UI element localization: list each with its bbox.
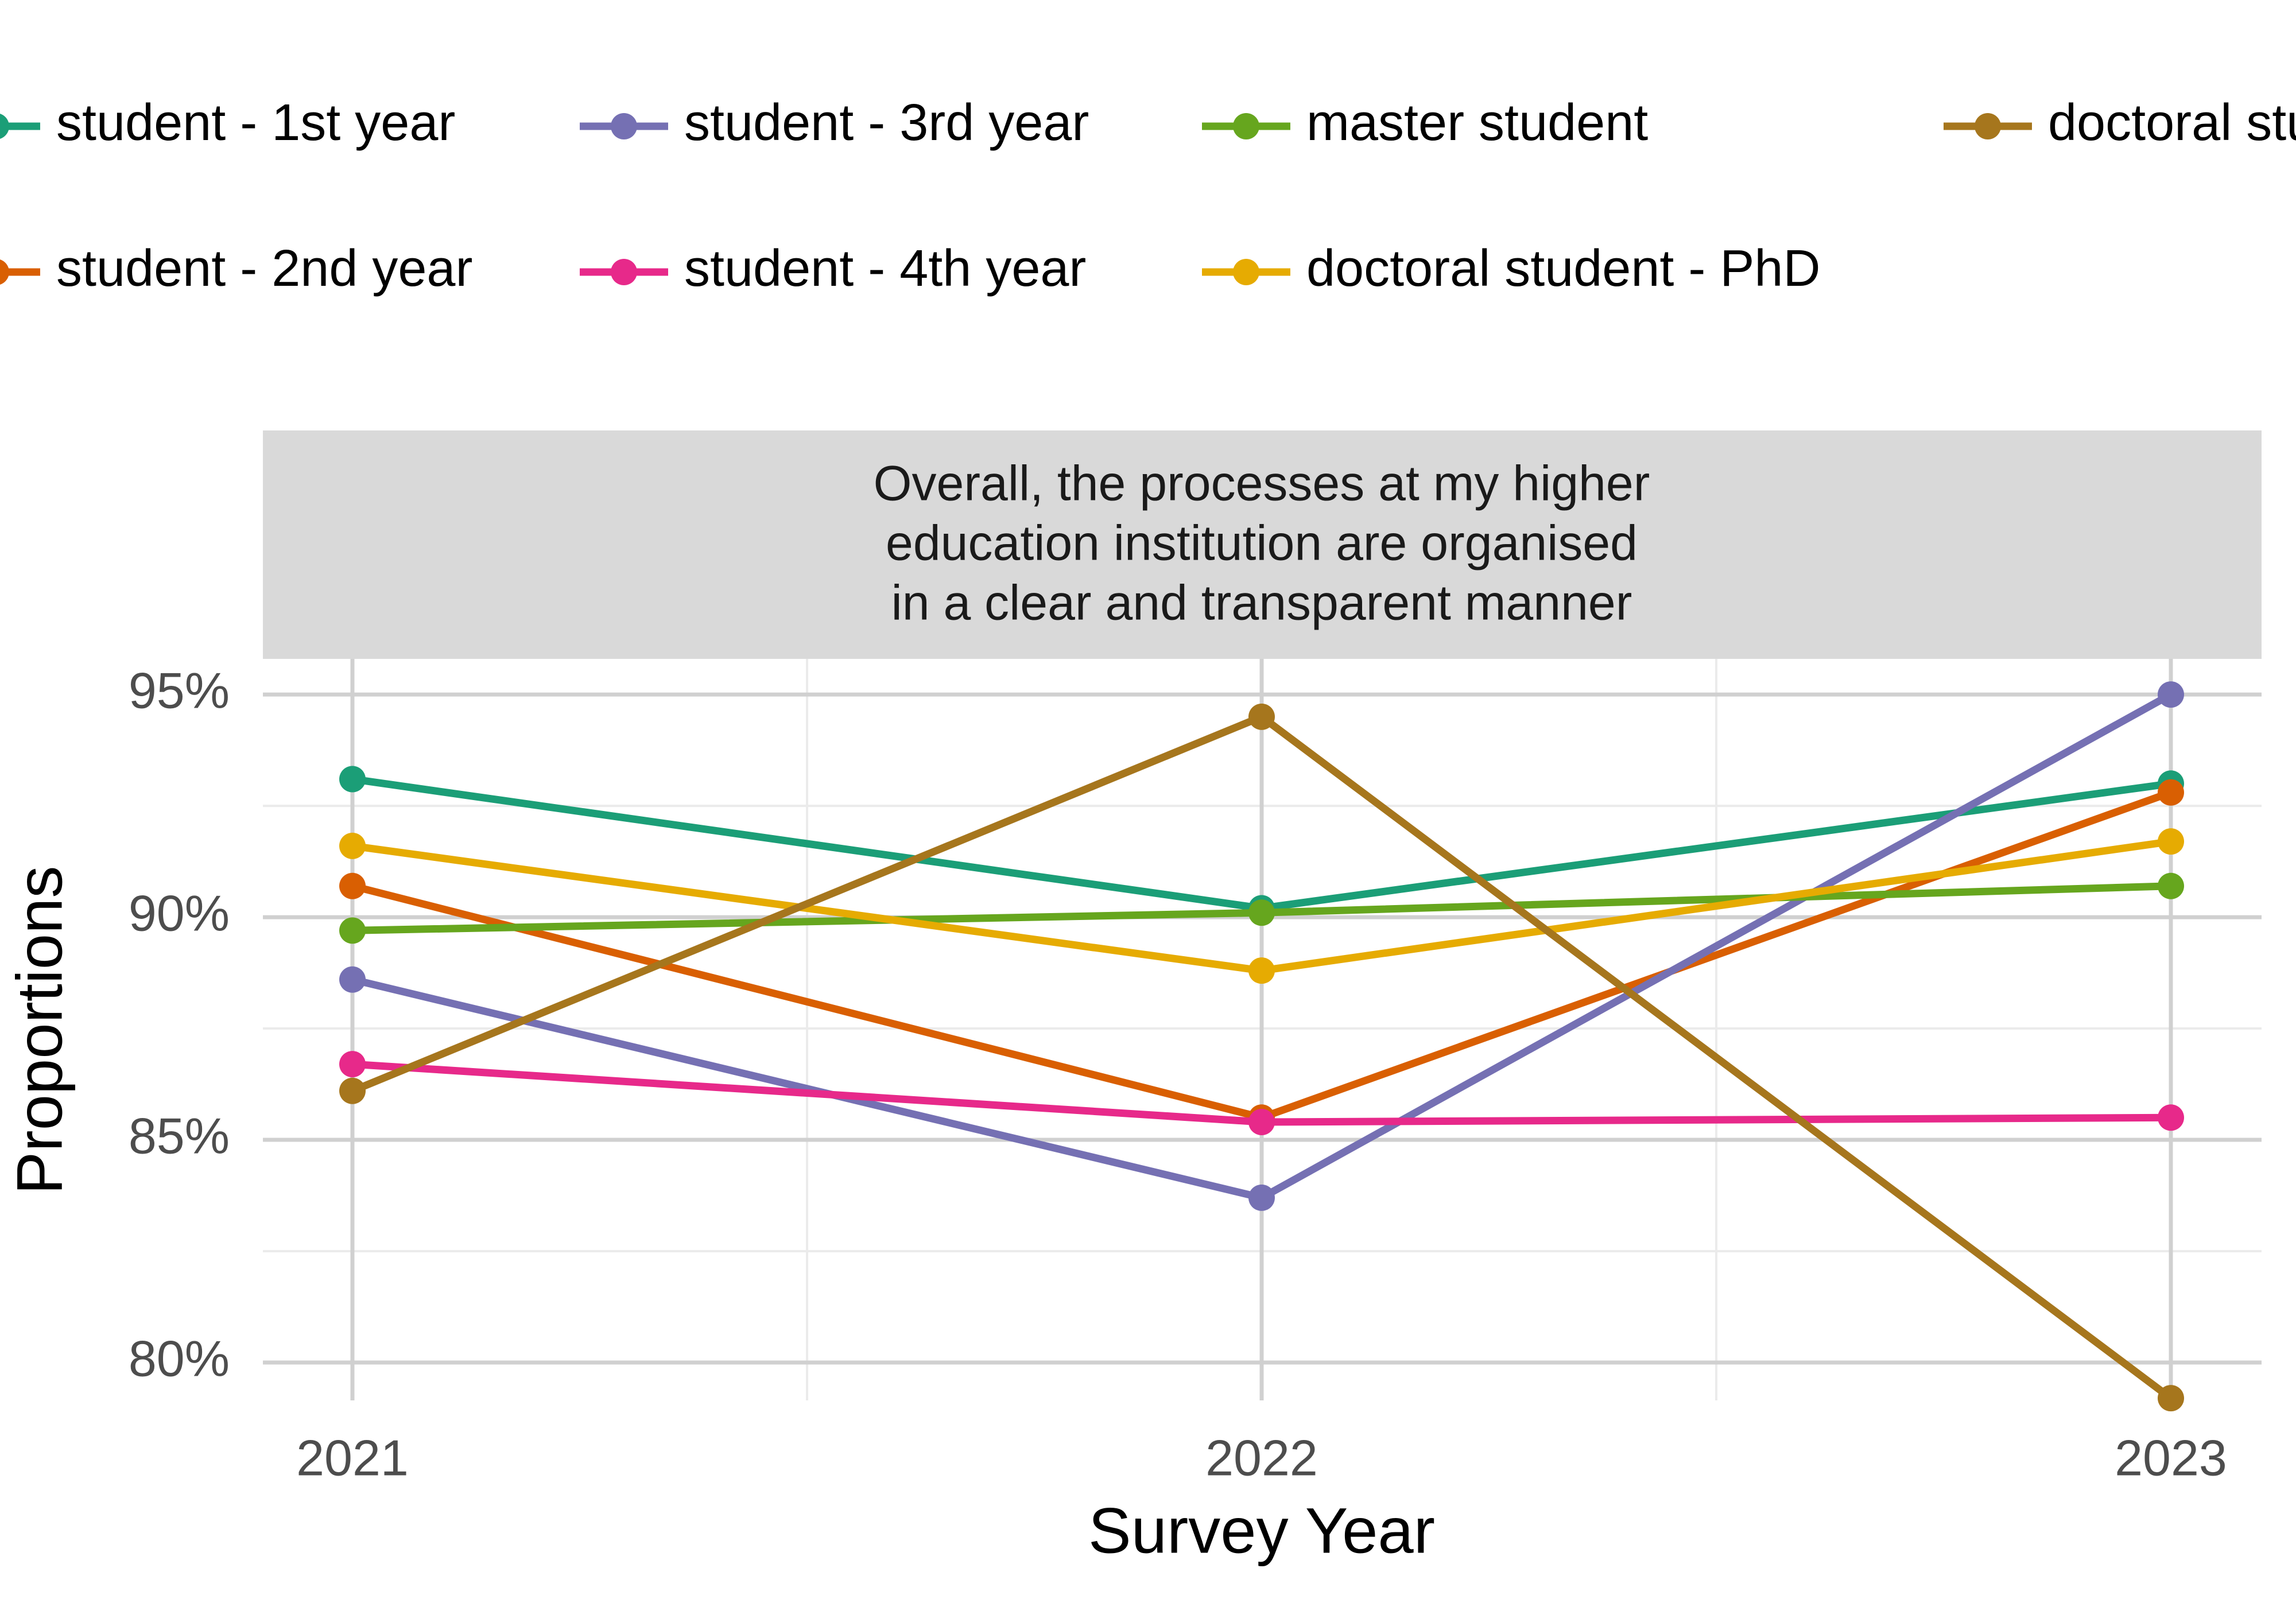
series-student-3rd-year (339, 681, 2184, 1211)
legend-item-doctoral-student-doctor-of-medicine: doctoral student - Doctor of Medicine (1944, 94, 2296, 152)
y-tick-label: 85% (129, 1107, 230, 1164)
series-student-4th-year (339, 1051, 2184, 1136)
legend-item-master-student: master student (1202, 94, 1648, 152)
plot-grid (263, 659, 2262, 1400)
panel-title-line-1: Overall, the processes at my higher (874, 456, 1650, 511)
series-doctoral-student-phd (339, 828, 2184, 984)
x-tick-label: 2021 (296, 1429, 409, 1486)
legend-key-point (0, 114, 9, 139)
legend-key-point (1233, 259, 1259, 285)
legend-item-student-3rd-year: student - 3rd year (580, 94, 1089, 152)
data-point (339, 917, 366, 944)
series-master-student (339, 872, 2184, 944)
legend-key-point (611, 259, 637, 285)
panel-title-line-2: education institution are organised (886, 516, 1638, 571)
data-point (339, 966, 366, 993)
data-point (2158, 681, 2184, 708)
legend-label: doctoral student - PhD (1306, 240, 1820, 297)
data-point (2158, 1104, 2184, 1131)
series-layer (339, 681, 2184, 1412)
legend-item-student-2nd-year: student - 2nd year (0, 240, 472, 297)
legend-key-point (0, 259, 9, 285)
legend-label: student - 1st year (56, 94, 455, 152)
data-point (339, 766, 366, 793)
data-point (2158, 1385, 2184, 1412)
data-point (1248, 703, 1275, 730)
legend-item-doctoral-student-phd: doctoral student - PhD (1202, 240, 1820, 297)
legend-label: master student (1306, 94, 1648, 152)
y-tick-label: 90% (129, 884, 230, 941)
data-point (1248, 899, 1275, 926)
legend: student - 1st year student - 2nd year stud… (0, 94, 2296, 297)
data-point (2158, 872, 2184, 899)
legend-label: student - 3rd year (684, 94, 1089, 152)
data-point (1248, 1184, 1275, 1211)
data-point (2158, 779, 2184, 806)
y-tick-label: 95% (129, 662, 230, 719)
x-tick-label: 2023 (2115, 1429, 2227, 1486)
x-axis-title: Survey Year (1088, 1495, 1435, 1567)
legend-label: student - 4th year (684, 240, 1086, 297)
x-tick-label: 2022 (1205, 1429, 1318, 1486)
legend-item-student-1st-year: student - 1st year (0, 94, 455, 152)
legend-label: doctoral student - Doctor of Medicine (2048, 94, 2296, 152)
y-axis-title: Proportions (4, 866, 76, 1195)
series-doctoral-student-doctor-of-medicine (339, 703, 2184, 1412)
y-axis: 80% 85% 90% 95% (129, 662, 230, 1387)
data-point (339, 832, 366, 859)
data-point (1248, 1109, 1275, 1136)
data-point (339, 1077, 366, 1104)
legend-item-student-4th-year: student - 4th year (580, 240, 1086, 297)
legend-label: student - 2nd year (56, 240, 472, 297)
data-point (1248, 957, 1275, 984)
x-axis: 2021 2022 2023 (296, 1429, 2227, 1486)
panel-strip (263, 430, 2262, 659)
data-point (339, 872, 366, 899)
panel-title-line-3: in a clear and transparent manner (891, 576, 1632, 631)
data-point (339, 1051, 366, 1078)
y-tick-label: 80% (129, 1330, 230, 1387)
legend-key-point (1975, 113, 2001, 139)
legend-key-point (611, 113, 637, 139)
legend-key-point (1233, 113, 1259, 139)
data-point (2158, 828, 2184, 855)
